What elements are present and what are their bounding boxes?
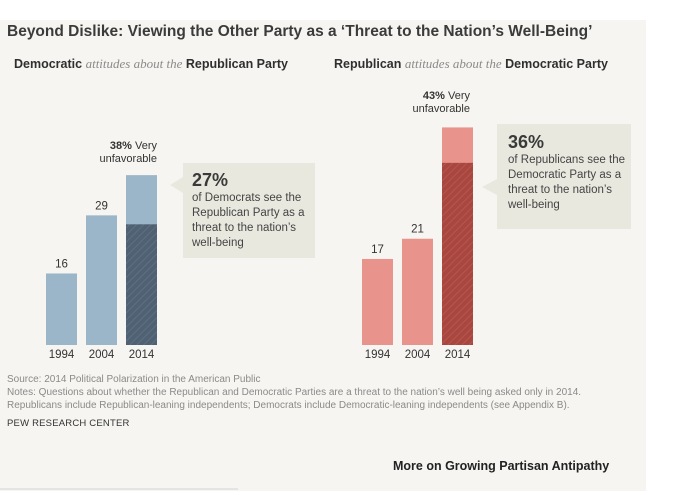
- notes-line-1: Notes: Questions about whether the Repub…: [7, 387, 582, 398]
- right-data-label-2004: 21: [411, 224, 424, 236]
- left-tick-2004: 2004: [89, 349, 115, 361]
- right-tick-2004: 2004: [405, 349, 431, 361]
- right-callout-box: [482, 124, 631, 229]
- right-very-unfavorable-label: 43% Very unfavorable: [397, 90, 471, 116]
- left-panel-subject: Democratic: [14, 57, 83, 71]
- right-callout-text: of Republicans see the Democratic Party …: [508, 154, 625, 211]
- left-very-unfavorable-label: 38% Very unfavorable: [84, 140, 158, 166]
- source-note: Source: 2014 Political Polarization in t…: [7, 374, 261, 385]
- more-link[interactable]: More on Growing Partisan Antipathy: [393, 459, 610, 473]
- left-bar-1994: [46, 273, 77, 345]
- left-tick-1994: 1994: [49, 349, 75, 361]
- right-panel-middle: attitudes about the: [404, 56, 502, 71]
- left-callout: 27% of Democrats see the Republican Part…: [192, 169, 310, 251]
- right-bar-1994: [362, 258, 393, 345]
- right-threat-bar-2014: [442, 162, 473, 345]
- left-threat-bar-2014: [126, 224, 157, 345]
- right-callout: 36% of Republicans see the Democratic Pa…: [508, 131, 626, 213]
- right-tick-2014: 2014: [445, 349, 471, 361]
- left-panel-middle: attitudes about the: [85, 56, 183, 71]
- right-panel-object: Democratic Party: [505, 57, 608, 71]
- left-very-unfavorable-pct: 38%: [109, 140, 132, 152]
- right-very-unfavorable-pct: 43%: [422, 90, 445, 102]
- notes-line-2: Republicans include Republican-leaning i…: [7, 400, 570, 411]
- left-bar-chart: 16 1994 29 2004 2014: [46, 175, 157, 361]
- right-callout-pct: 36%: [508, 132, 545, 152]
- left-callout-text: of Democrats see the Republican Party as…: [192, 192, 305, 249]
- right-bar-chart: 17 1994 21 2004 2014: [362, 127, 473, 361]
- page-title: Beyond Dislike: Viewing the Other Party …: [7, 23, 593, 40]
- left-data-label-2004: 29: [95, 200, 108, 212]
- left-very-unfavorable-text: unfavorable: [99, 153, 158, 165]
- left-data-label-1994: 16: [55, 258, 68, 270]
- right-very-unfavorable-word: Very: [447, 90, 470, 102]
- left-bar-2004: [86, 215, 117, 345]
- right-panel-subject: Republican: [334, 57, 402, 71]
- bottom-divider: [0, 488, 238, 490]
- left-panel-object: Republican Party: [185, 57, 288, 71]
- right-tick-1994: 1994: [365, 349, 391, 361]
- left-panel-title: Democratic attitudes about the Republica…: [14, 56, 288, 72]
- right-bar-2004: [402, 238, 433, 345]
- left-callout-box: [170, 163, 315, 258]
- right-panel-title: Republican attitudes about the Democrati…: [334, 56, 608, 72]
- right-very-unfavorable-text: unfavorable: [412, 103, 471, 115]
- left-tick-2014: 2014: [129, 349, 155, 361]
- right-data-label-1994: 17: [371, 244, 384, 256]
- left-callout-pct: 27%: [192, 170, 229, 190]
- left-very-unfavorable-word: Very: [134, 140, 157, 152]
- pew-credit: PEW RESEARCH CENTER: [7, 418, 130, 429]
